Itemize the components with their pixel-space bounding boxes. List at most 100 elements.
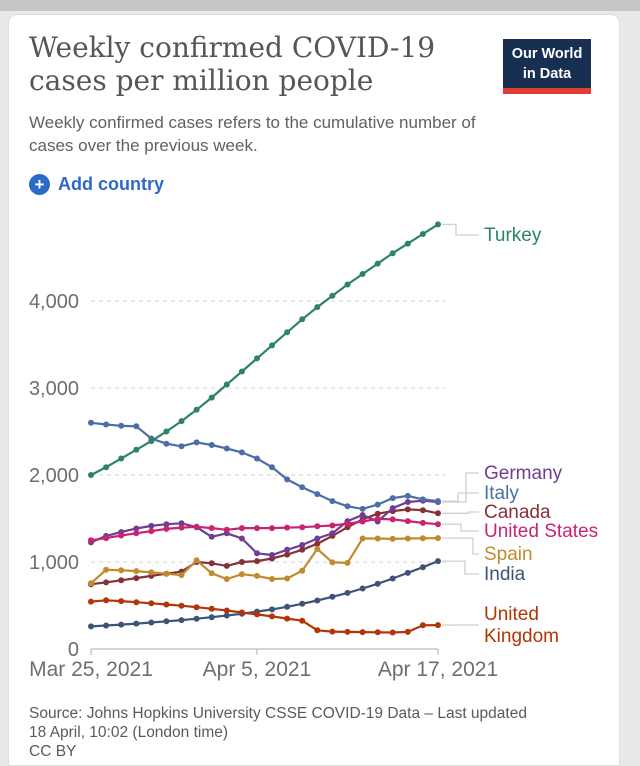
- data-point[interactable]: [435, 521, 441, 528]
- data-point[interactable]: [148, 619, 155, 626]
- data-point[interactable]: [133, 525, 140, 532]
- data-point[interactable]: [314, 597, 321, 604]
- series-line-canada[interactable]: [90, 508, 439, 586]
- data-point[interactable]: [118, 577, 125, 584]
- data-point[interactable]: [299, 600, 306, 607]
- data-point[interactable]: [435, 535, 441, 542]
- data-point[interactable]: [193, 557, 200, 564]
- data-point[interactable]: [133, 568, 140, 575]
- data-point[interactable]: [435, 622, 441, 629]
- data-point[interactable]: [284, 524, 291, 531]
- series-line-united-kingdom[interactable]: [90, 599, 439, 634]
- data-point[interactable]: [148, 569, 155, 576]
- data-point[interactable]: [178, 443, 185, 450]
- data-point[interactable]: [389, 516, 396, 523]
- data-point[interactable]: [435, 498, 441, 505]
- data-point[interactable]: [284, 476, 291, 483]
- data-point[interactable]: [329, 559, 336, 566]
- data-point[interactable]: [118, 455, 125, 462]
- data-point[interactable]: [269, 525, 275, 532]
- data-point[interactable]: [103, 566, 110, 573]
- data-point[interactable]: [133, 599, 140, 606]
- data-point[interactable]: [133, 530, 140, 537]
- data-point[interactable]: [314, 523, 321, 530]
- data-point[interactable]: [238, 449, 245, 456]
- data-point[interactable]: [238, 368, 245, 375]
- data-point[interactable]: [359, 585, 366, 592]
- data-point[interactable]: [178, 520, 185, 527]
- data-point[interactable]: [88, 419, 94, 426]
- data-point[interactable]: [389, 535, 396, 542]
- data-point[interactable]: [299, 617, 306, 624]
- data-point[interactable]: [299, 546, 306, 553]
- data-point[interactable]: [88, 472, 94, 478]
- data-point[interactable]: [329, 522, 336, 529]
- data-point[interactable]: [359, 629, 366, 636]
- data-point[interactable]: [178, 617, 185, 624]
- license-link[interactable]: CC BY: [29, 742, 77, 760]
- data-point[interactable]: [344, 628, 351, 635]
- data-point[interactable]: [419, 564, 426, 571]
- data-point[interactable]: [103, 464, 110, 471]
- data-point[interactable]: [223, 381, 230, 388]
- data-point[interactable]: [269, 613, 275, 620]
- legend-label-united-states[interactable]: United States: [484, 521, 598, 542]
- data-point[interactable]: [329, 498, 336, 505]
- data-point[interactable]: [178, 572, 185, 579]
- data-point[interactable]: [254, 455, 260, 462]
- data-point[interactable]: [284, 546, 291, 553]
- data-point[interactable]: [284, 551, 291, 558]
- data-point[interactable]: [88, 598, 94, 605]
- series-line-turkey[interactable]: [90, 223, 439, 476]
- data-point[interactable]: [269, 464, 275, 471]
- data-point[interactable]: [374, 260, 381, 267]
- data-point[interactable]: [103, 579, 110, 586]
- data-point[interactable]: [314, 545, 321, 552]
- data-point[interactable]: [148, 522, 155, 529]
- data-point[interactable]: [254, 550, 260, 557]
- data-point[interactable]: [314, 491, 321, 498]
- data-point[interactable]: [269, 606, 275, 613]
- data-point[interactable]: [193, 615, 200, 622]
- data-point[interactable]: [208, 442, 215, 448]
- data-point[interactable]: [238, 525, 245, 532]
- data-point[interactable]: [163, 525, 170, 532]
- data-point[interactable]: [148, 600, 155, 607]
- data-point[interactable]: [254, 611, 260, 618]
- legend-label-spain[interactable]: Spain: [484, 544, 533, 565]
- data-point[interactable]: [163, 570, 170, 577]
- data-point[interactable]: [299, 567, 306, 574]
- data-point[interactable]: [284, 329, 291, 336]
- data-point[interactable]: [133, 575, 140, 582]
- data-point[interactable]: [163, 521, 170, 528]
- data-point[interactable]: [284, 615, 291, 622]
- data-point[interactable]: [118, 532, 125, 539]
- add-country-button[interactable]: + Add country: [29, 171, 164, 197]
- data-point[interactable]: [359, 535, 366, 542]
- data-point[interactable]: [163, 428, 170, 435]
- data-point[interactable]: [435, 558, 441, 565]
- data-point[interactable]: [148, 438, 155, 445]
- series-line-italy[interactable]: [90, 421, 439, 511]
- data-point[interactable]: [419, 231, 426, 237]
- data-point[interactable]: [284, 603, 291, 610]
- data-point[interactable]: [359, 512, 366, 518]
- data-point[interactable]: [208, 533, 215, 540]
- data-point[interactable]: [314, 627, 321, 634]
- data-point[interactable]: [193, 604, 200, 611]
- data-point[interactable]: [193, 439, 200, 446]
- data-point[interactable]: [269, 342, 275, 349]
- data-point[interactable]: [404, 518, 411, 525]
- data-point[interactable]: [344, 559, 351, 566]
- data-point[interactable]: [223, 562, 230, 569]
- data-point[interactable]: [404, 240, 411, 247]
- data-point[interactable]: [269, 552, 275, 558]
- data-point[interactable]: [374, 629, 381, 636]
- data-point[interactable]: [254, 558, 260, 565]
- data-point[interactable]: [299, 316, 306, 323]
- data-point[interactable]: [419, 535, 426, 542]
- data-point[interactable]: [118, 567, 125, 574]
- data-point[interactable]: [314, 540, 321, 547]
- data-point[interactable]: [269, 576, 275, 582]
- data-point[interactable]: [329, 292, 336, 299]
